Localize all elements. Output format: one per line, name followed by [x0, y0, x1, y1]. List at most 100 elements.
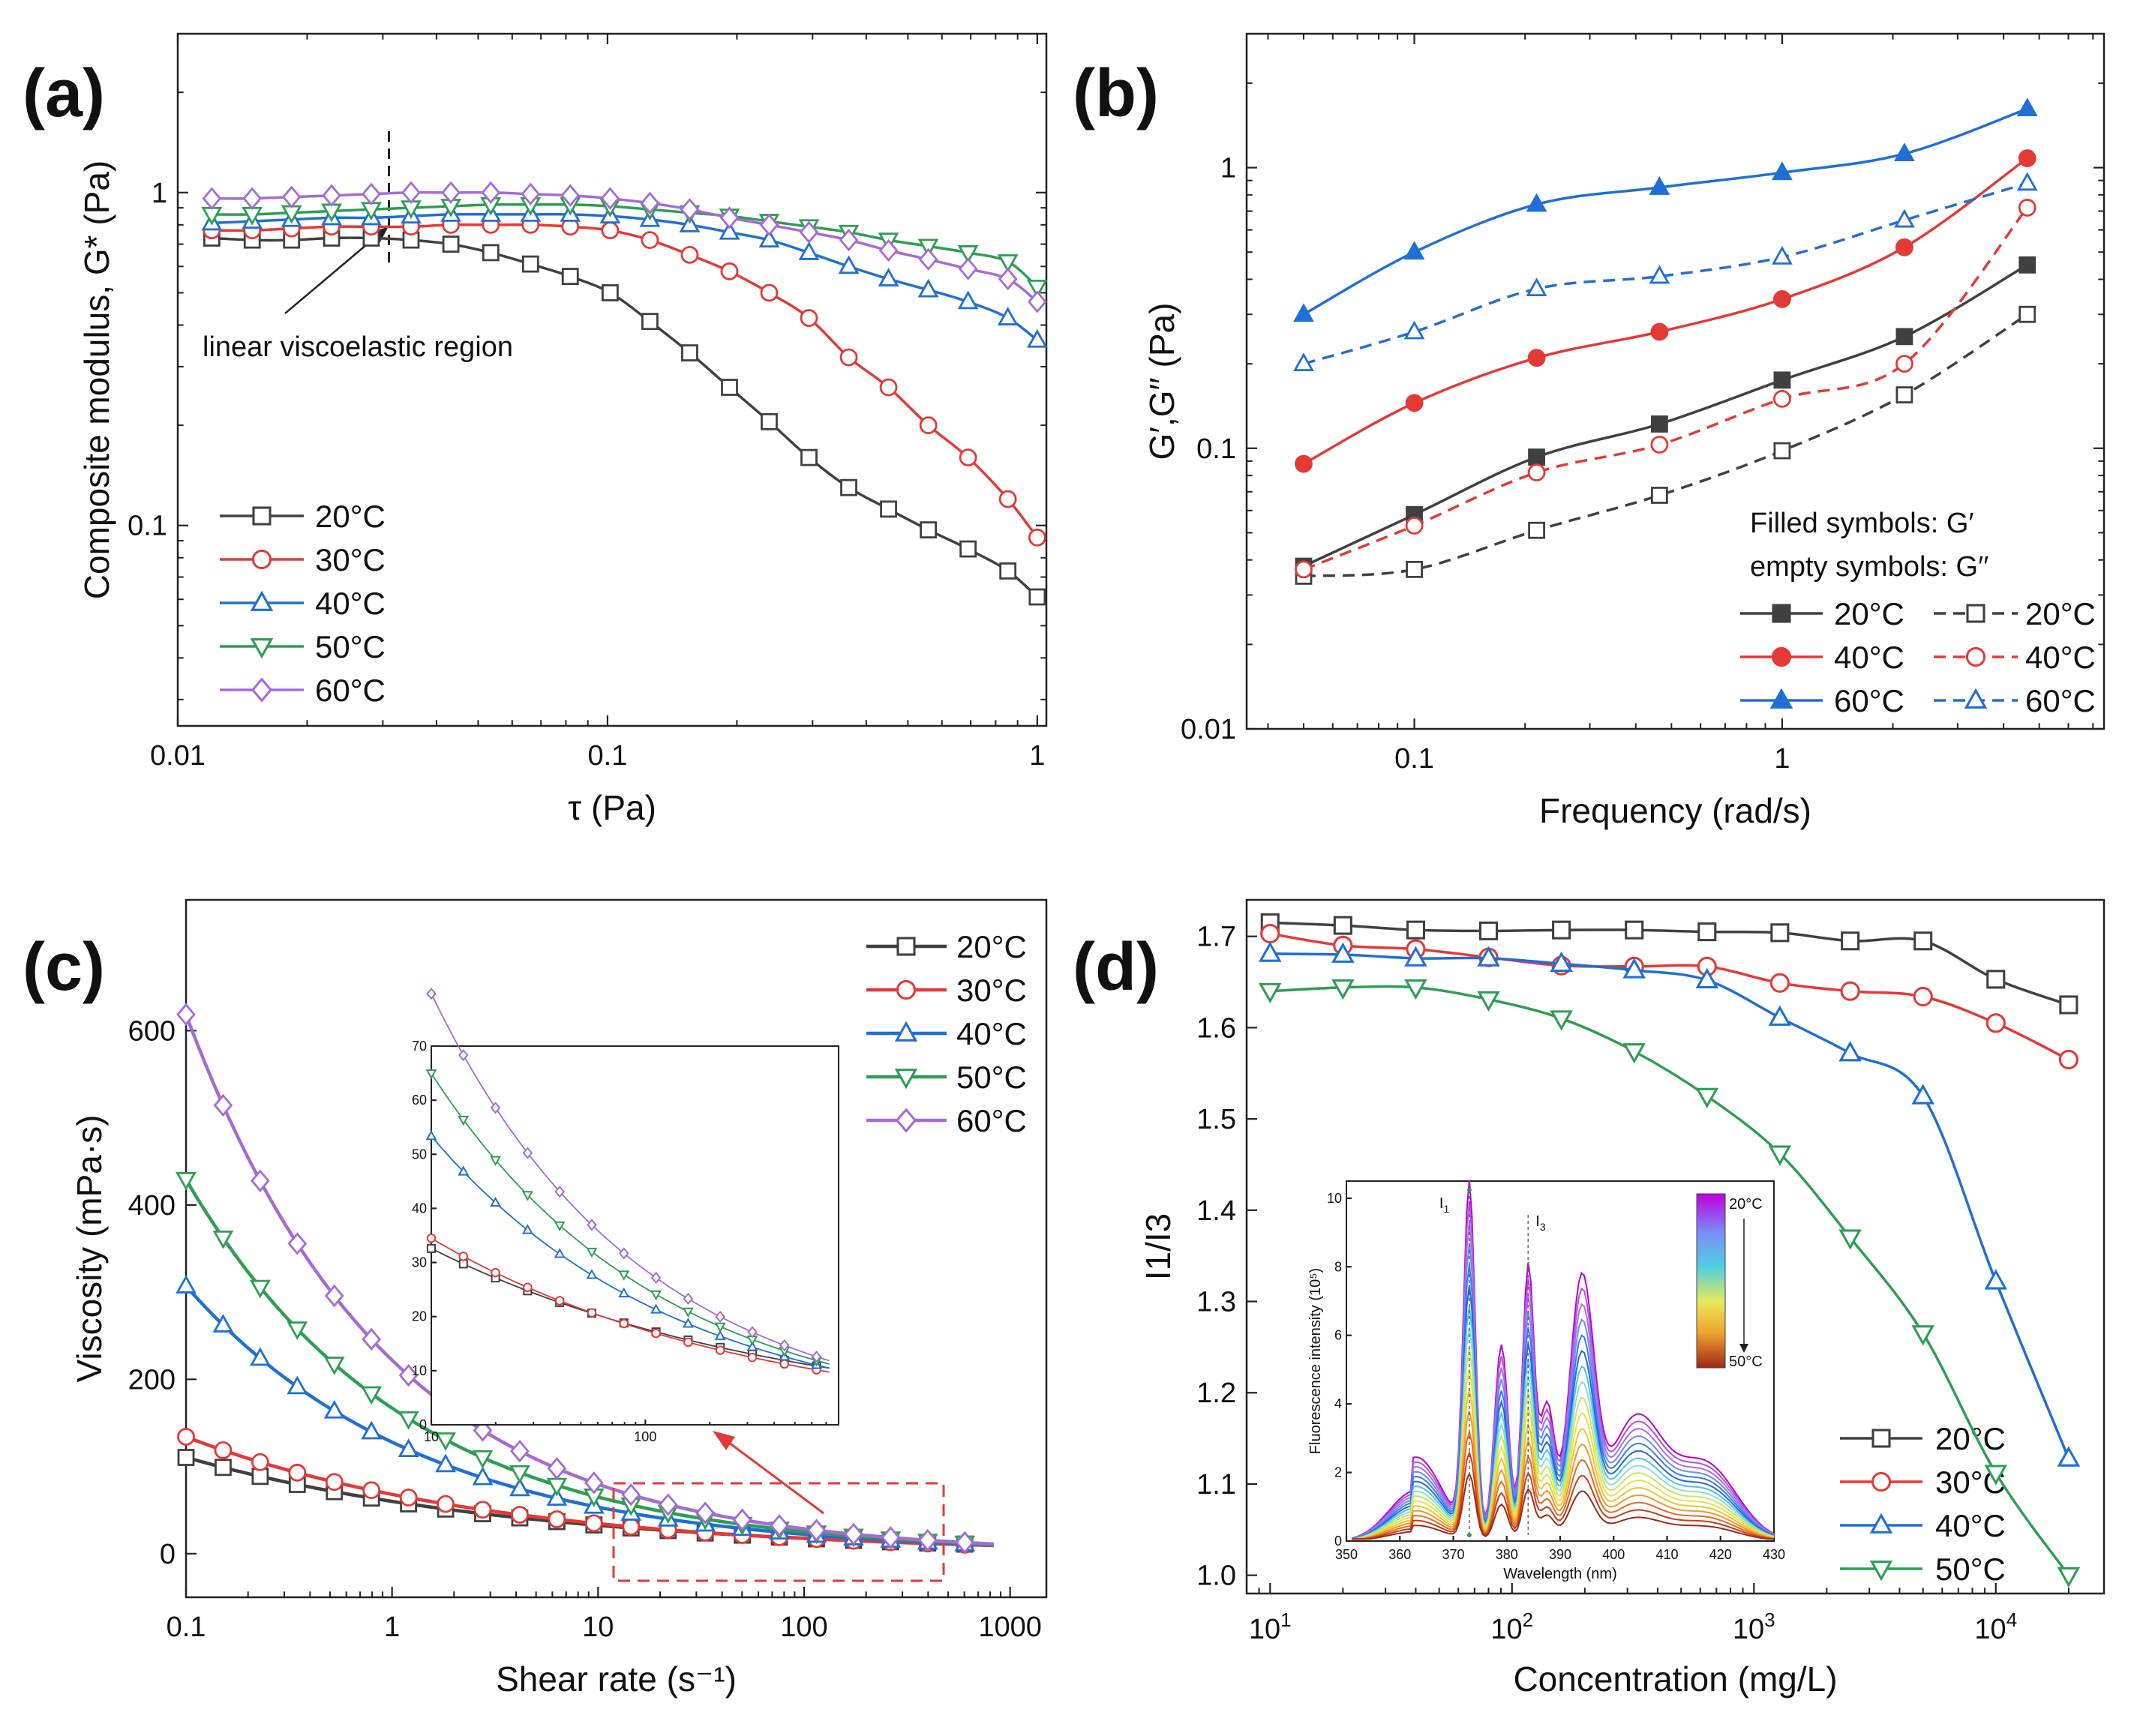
- d-y-tick-label: 1.1: [1196, 1469, 1236, 1501]
- c-inset-point-40°C: [521, 1224, 533, 1234]
- d-x-tick-label: 103: [1733, 1609, 1775, 1645]
- c-point-30°C: [622, 1518, 641, 1536]
- a-point-60°C: [202, 187, 222, 210]
- d-y-tick-label: 1.0: [1196, 1561, 1236, 1592]
- b-point-G′′-20°C: [1528, 521, 1545, 539]
- d-spectrum-curve-13: [1352, 1429, 1775, 1540]
- a-legend-marker-20°C: [252, 506, 272, 526]
- c-inset-point-60°C: [747, 1326, 758, 1339]
- c-inset-point-30°C: [747, 1352, 758, 1363]
- c-inset-y-tick-label: 30: [412, 1255, 427, 1270]
- a-series-line-40°C: [212, 212, 1038, 342]
- d-inset-x-tick-label: 400: [1602, 1547, 1625, 1562]
- b-point-G′′-60°C: [1649, 265, 1670, 284]
- b-point-G′-40°C: [1405, 394, 1424, 412]
- a-point-50°C: [917, 238, 939, 258]
- c-point-50°C: [509, 1465, 530, 1484]
- panel-a-tag: (a): [23, 56, 105, 131]
- d-point-30°C: [1985, 1013, 2006, 1033]
- c-inset-point-30°C: [491, 1267, 500, 1278]
- c-inset-point-50°C: [714, 1322, 726, 1333]
- b-point-G′-60°C: [1772, 161, 1793, 181]
- b-point-G′′-60°C: [1526, 277, 1547, 297]
- c-point-30°C: [511, 1506, 529, 1524]
- a-point-40°C: [798, 241, 820, 260]
- b-legend-marker-empty-40°C: [1965, 646, 1986, 667]
- a-point-20°C: [721, 379, 738, 396]
- d-point-40°C: [1258, 941, 1282, 962]
- c-inset-point-40°C: [714, 1330, 726, 1341]
- d-inset-x-tick-label: 390: [1549, 1547, 1571, 1562]
- panel-d-tag: (d): [1073, 930, 1159, 1005]
- c-inset-point-50°C: [458, 1115, 470, 1126]
- b-x-tick-label: 1: [1774, 743, 1790, 775]
- c-inset-point-30°C: [715, 1345, 725, 1355]
- a-x-tick-label: 0.01: [150, 740, 206, 772]
- c-point-40°C: [435, 1453, 456, 1473]
- c-inset-point-60°C: [715, 1310, 725, 1323]
- b-legend-marker-empty-60°C: [1964, 688, 1988, 709]
- c-inset-point-60°C: [458, 1049, 469, 1062]
- a-point-20°C: [800, 448, 818, 466]
- c-inset-point-60°C: [779, 1339, 790, 1352]
- c-point-60°C: [806, 1519, 827, 1542]
- b-legend-label: 20°C: [1834, 596, 1904, 631]
- c-inset-point-40°C: [458, 1165, 470, 1176]
- d-legend-label: 50°C: [1935, 1552, 2006, 1587]
- a-point-40°C: [758, 229, 780, 248]
- d-y-tick-label: 1.7: [1196, 922, 1236, 953]
- d-legend-label: 40°C: [1935, 1508, 2006, 1543]
- d-point-50°C: [1404, 979, 1427, 1000]
- a-point-60°C: [441, 181, 461, 204]
- d-y-tick-label: 1.4: [1196, 1195, 1236, 1227]
- c-point-30°C: [399, 1489, 418, 1507]
- c-point-60°C: [621, 1483, 641, 1507]
- c-point-30°C: [548, 1510, 566, 1528]
- c-inset-point-50°C: [586, 1247, 598, 1258]
- b-plot-frame: [1245, 32, 2105, 730]
- d-spectrum-curve-15: [1352, 1471, 1774, 1540]
- b-legend-label: 20°C: [2025, 596, 2096, 631]
- c-point-40°C: [509, 1477, 530, 1497]
- c-inset-point-50°C: [554, 1221, 566, 1232]
- b-point-G′-40°C: [1895, 238, 1913, 256]
- c-inset-point-40°C: [682, 1318, 694, 1328]
- b-legend-label: 60°C: [1834, 683, 1904, 718]
- c-inset-point-30°C: [683, 1337, 693, 1348]
- a-point-60°C: [322, 184, 341, 207]
- d-point-50°C: [1911, 1325, 1934, 1346]
- c-point-30°C: [437, 1495, 455, 1513]
- b-legend-marker-filled-40°C: [1771, 646, 1792, 667]
- c-x-tick-label: 0.1: [167, 1612, 206, 1643]
- b-point-G′′-40°C: [1405, 517, 1424, 535]
- d-point-20°C: [1478, 921, 1499, 940]
- d-point-30°C: [2058, 1049, 2078, 1070]
- c-inset-point-50°C: [490, 1156, 502, 1166]
- d-spectrum-curve-10: [1352, 1369, 1775, 1540]
- d-point-40°C: [1838, 1041, 1862, 1062]
- a-point-30°C: [601, 221, 620, 240]
- b-x-tick-label: 0.1: [1394, 743, 1434, 775]
- d-spectrum-curve-12: [1352, 1411, 1775, 1540]
- a-point-40°C: [838, 255, 860, 274]
- b-legend-marker-filled-60°C: [1769, 688, 1793, 709]
- d-point-40°C: [1331, 942, 1355, 963]
- c-inset-point-30°C: [523, 1282, 533, 1293]
- d-point-40°C: [1404, 946, 1427, 967]
- a-point-40°C: [957, 290, 979, 310]
- d-spectrum-curve-7: [1351, 1306, 1775, 1540]
- d-spectrum-curve-9: [1352, 1348, 1775, 1540]
- b-point-G′′-40°C: [1527, 463, 1546, 481]
- a-point-20°C: [999, 562, 1017, 580]
- d-point-40°C: [1622, 958, 1646, 979]
- c-point-60°C: [176, 1003, 196, 1027]
- b-legend-label: 40°C: [1834, 640, 1904, 675]
- d-inset-x-label: Wavelength (nm): [1503, 1566, 1617, 1582]
- panel-b: 0.1 1 0.01 0.1 1 Frequency (rad/s) G′,G′′ (Pa)…: [1142, 32, 2105, 830]
- a-point-50°C: [1026, 279, 1048, 298]
- a-point-40°C: [917, 278, 939, 298]
- c-inset-point-30°C: [426, 1234, 437, 1243]
- b-point-G′′-60°C: [1403, 320, 1425, 340]
- a-point-40°C: [878, 268, 899, 286]
- c-inset-y-tick-label: 50: [412, 1147, 427, 1162]
